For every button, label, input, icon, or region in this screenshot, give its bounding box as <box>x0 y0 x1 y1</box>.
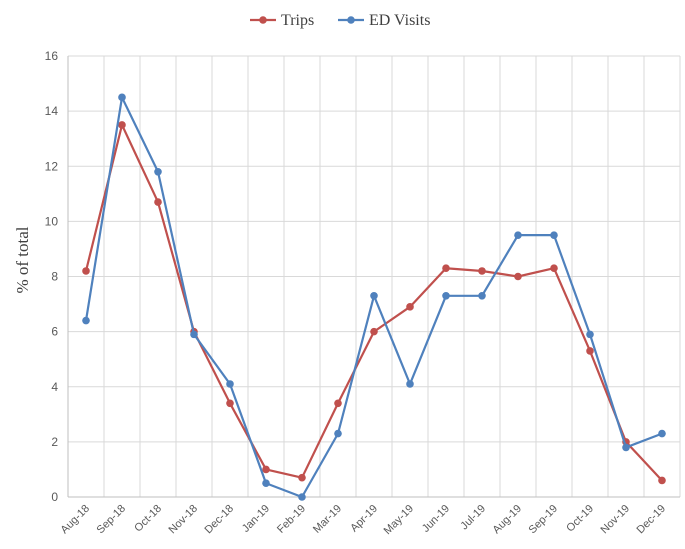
x-tick-label: Mar-19 <box>311 503 344 536</box>
x-tick-label: Dec-18 <box>203 503 237 537</box>
data-point-ed-visits <box>514 231 522 239</box>
y-tick-label: 14 <box>45 104 59 118</box>
x-tick-label: Nov-18 <box>167 503 201 537</box>
y-tick-label: 12 <box>45 159 59 173</box>
data-point-trips <box>334 399 342 408</box>
y-tick-label: 4 <box>51 380 58 394</box>
gridlines <box>68 55 681 498</box>
y-axis-label: % of total <box>13 226 32 293</box>
legend-marker-trips <box>259 16 267 24</box>
y-tick-label: 8 <box>51 270 58 284</box>
data-point-ed-visits <box>478 291 486 300</box>
x-tick-label: May-19 <box>382 503 416 537</box>
data-point-ed-visits <box>658 429 666 438</box>
data-point-ed-visits <box>118 93 126 102</box>
data-point-trips <box>226 399 234 408</box>
legend-marker-ed-visits <box>347 16 355 24</box>
legend-label-ed-visits: ED Visits <box>369 12 430 29</box>
data-point-trips <box>658 476 666 485</box>
x-tick-label: Aug-19 <box>491 503 525 537</box>
x-tick-label: Sep-18 <box>95 503 129 537</box>
x-tick-label: Dec-19 <box>635 503 669 537</box>
data-point-trips <box>154 198 162 206</box>
data-point-ed-visits <box>406 380 414 388</box>
data-point-ed-visits <box>586 330 594 339</box>
data-point-trips <box>442 264 450 273</box>
axes <box>67 56 680 498</box>
data-point-trips <box>514 272 522 281</box>
data-point-ed-visits <box>334 429 342 438</box>
data-point-ed-visits <box>370 291 378 300</box>
data-point-ed-visits <box>298 493 306 501</box>
y-tick-label: 16 <box>45 49 59 63</box>
data-point-trips <box>262 465 270 474</box>
y-tick-label: 2 <box>51 435 58 449</box>
x-tick-label: Sep-19 <box>527 503 561 537</box>
x-tick-label: Feb-19 <box>275 503 308 536</box>
series-line-trips <box>84 123 663 482</box>
data-point-ed-visits <box>226 380 234 388</box>
x-tick-labels: Aug-18 Sep-18 Oct-18 Nov-18 Dec-18 Jan-19 Feb-… <box>59 503 669 537</box>
x-tick-label: Oct-19 <box>564 503 596 535</box>
x-tick-label: Jul-19 <box>458 503 488 533</box>
x-tick-label: Aug-18 <box>59 503 93 537</box>
data-point-ed-visits <box>82 316 90 325</box>
data-point-ed-visits <box>622 443 630 452</box>
legend: Trips ED Visits <box>250 12 430 29</box>
data-point-ed-visits <box>550 231 558 239</box>
legend-label-trips: Trips <box>281 12 314 29</box>
data-point-ed-visits <box>442 291 450 300</box>
x-tick-label: Jun-19 <box>420 503 452 535</box>
y-tick-label: 0 <box>51 490 58 504</box>
x-tick-label: Apr-19 <box>348 503 380 535</box>
data-point-trips <box>298 473 306 482</box>
y-tick-label: 6 <box>51 325 58 339</box>
data-point-trips <box>550 264 558 273</box>
y-tick-label: 10 <box>45 214 59 228</box>
y-tick-labels: 0 2 4 6 8 10 12 14 16 <box>45 49 59 504</box>
x-tick-label: Oct-18 <box>132 503 164 535</box>
x-tick-label: Jan-19 <box>240 503 272 535</box>
data-point-trips <box>586 347 594 355</box>
data-point-trips <box>478 267 486 275</box>
data-point-ed-visits <box>262 479 270 488</box>
data-point-ed-visits <box>154 167 162 176</box>
x-tick-label: Nov-19 <box>599 503 633 537</box>
data-point-trips <box>118 121 126 129</box>
data-point-trips <box>406 303 414 311</box>
data-point-ed-visits <box>190 330 198 339</box>
data-point-trips <box>370 327 378 336</box>
data-point-trips <box>82 267 90 275</box>
series-lines <box>82 93 666 501</box>
